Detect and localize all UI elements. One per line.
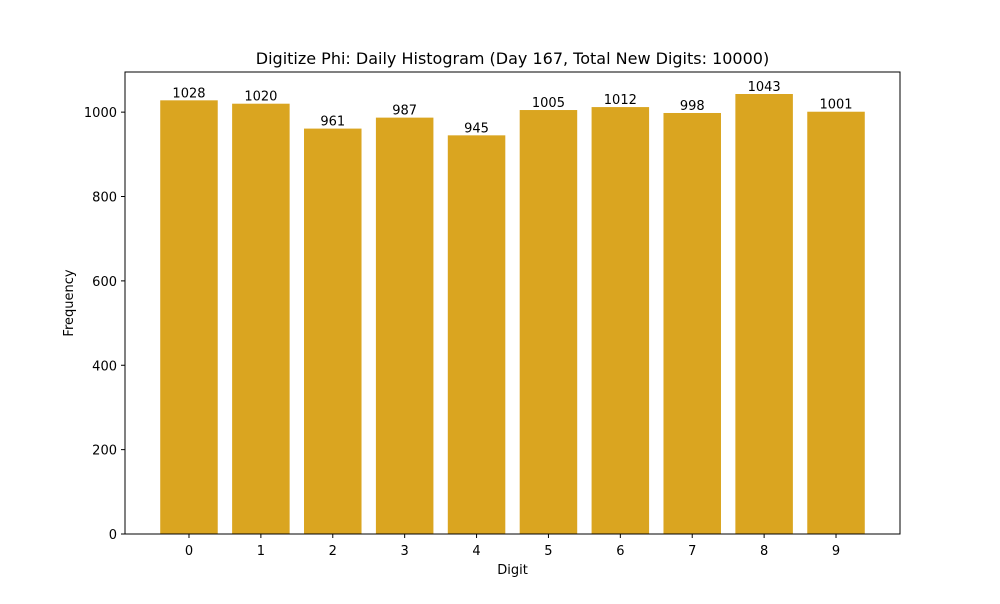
y-tick-label: 400 bbox=[92, 359, 117, 374]
y-tick-label: 200 bbox=[92, 444, 117, 459]
x-tick-label: 3 bbox=[401, 544, 409, 559]
bar-value-label: 987 bbox=[392, 104, 417, 119]
bar-value-label: 1043 bbox=[748, 80, 781, 95]
bar-digit-1 bbox=[232, 103, 290, 534]
x-tick-label: 5 bbox=[544, 544, 552, 559]
bar-digit-3 bbox=[375, 117, 434, 535]
bar-value-label: 1012 bbox=[604, 93, 637, 108]
x-tick-label: 6 bbox=[616, 544, 624, 559]
plot-frame bbox=[124, 71, 901, 535]
bar-value-label: 998 bbox=[680, 99, 705, 114]
y-tick-label: 600 bbox=[92, 275, 117, 290]
bar-digit-5 bbox=[519, 110, 578, 535]
bar-value-label: 945 bbox=[464, 121, 489, 136]
bar-value-label: 1020 bbox=[244, 90, 277, 105]
x-tick-label: 9 bbox=[832, 544, 840, 559]
bar-digit-4 bbox=[447, 135, 506, 534]
x-tick-label: 2 bbox=[329, 544, 337, 559]
y-tick-label: 0 bbox=[109, 528, 117, 543]
x-tick-label: 0 bbox=[185, 544, 193, 559]
bar-digit-2 bbox=[304, 128, 362, 534]
bar-digit-9 bbox=[807, 111, 865, 534]
x-axis-label: Digit bbox=[497, 563, 528, 578]
bar-digit-7 bbox=[663, 112, 721, 534]
bar-value-label: 1005 bbox=[532, 96, 565, 111]
bar-value-label: 961 bbox=[320, 115, 345, 130]
x-tick-label: 7 bbox=[688, 544, 696, 559]
bar-digit-6 bbox=[591, 107, 650, 534]
y-tick-label: 800 bbox=[92, 191, 117, 206]
bar-digit-8 bbox=[735, 94, 793, 534]
chart-title: Digitize Phi: Daily Histogram (Day 167, … bbox=[256, 49, 769, 68]
x-tick-label: 4 bbox=[472, 544, 480, 559]
bar-value-label: 1001 bbox=[819, 98, 852, 113]
y-tick-label: 1000 bbox=[84, 106, 117, 121]
bar-digit-0 bbox=[160, 100, 218, 534]
bar-value-label: 1028 bbox=[172, 86, 205, 101]
x-tick-label: 1 bbox=[257, 544, 265, 559]
x-tick-label: 8 bbox=[760, 544, 768, 559]
y-axis-label: Frequency bbox=[62, 269, 77, 336]
